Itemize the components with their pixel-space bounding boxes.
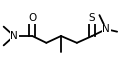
Text: N: N [10,31,18,41]
Text: N: N [102,24,110,34]
Text: S: S [89,13,95,23]
Text: O: O [28,13,36,23]
